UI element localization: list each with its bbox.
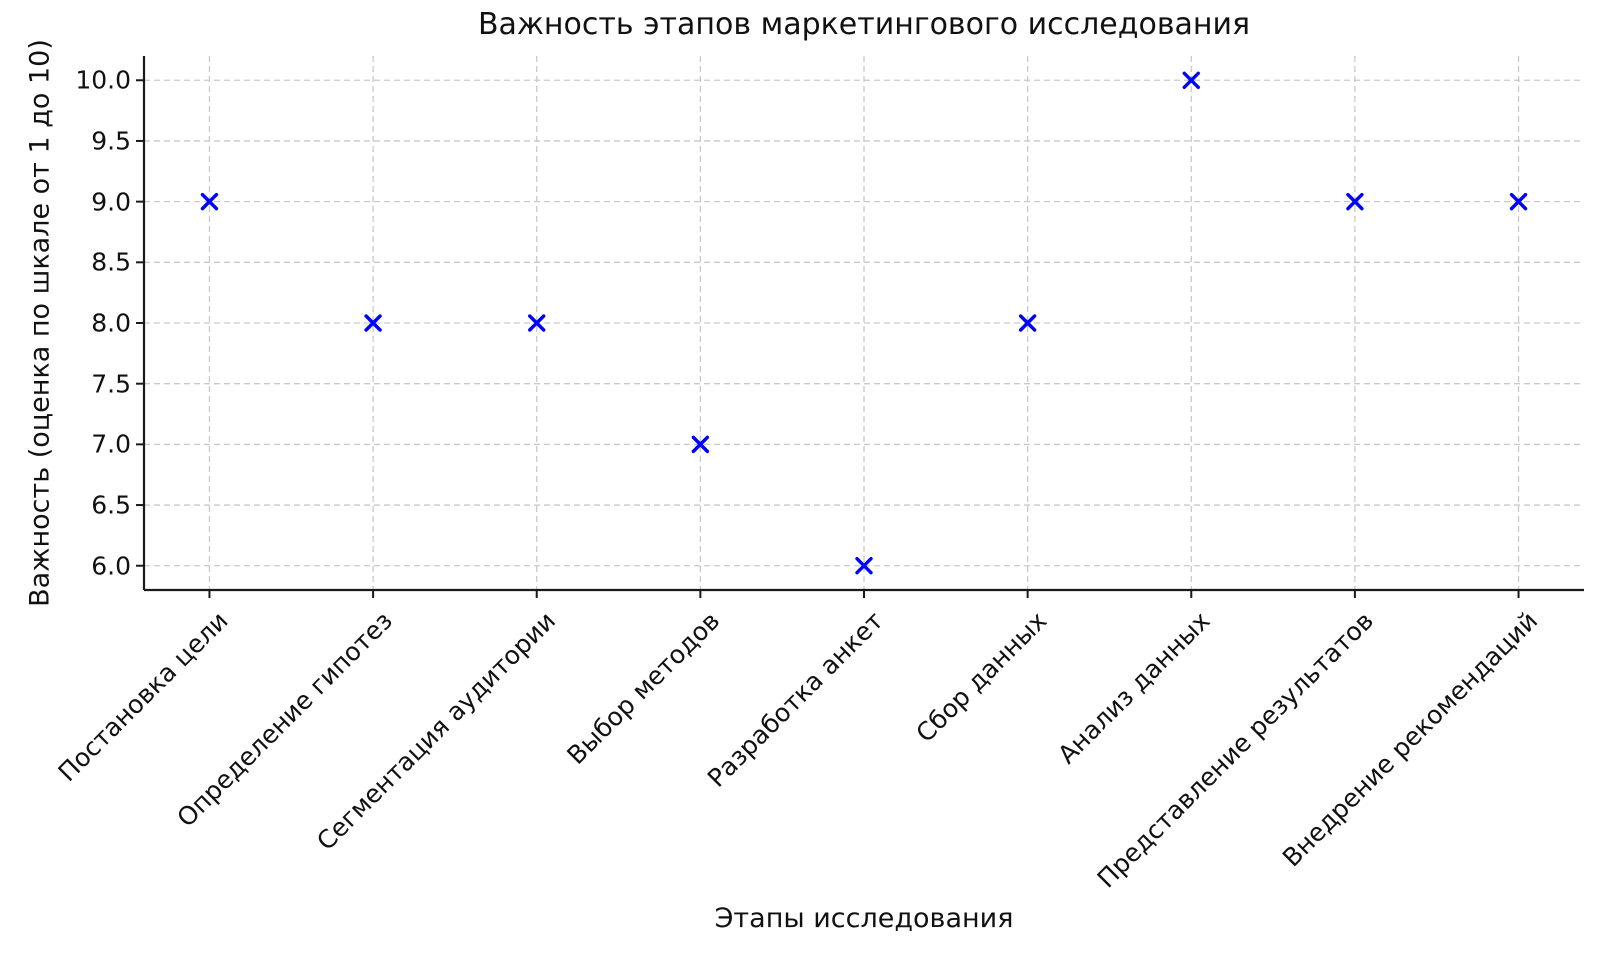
scatter-marker bbox=[364, 314, 382, 332]
chart-title: Важность этапов маркетингового исследова… bbox=[477, 7, 1251, 42]
scatter-marker bbox=[1182, 71, 1200, 89]
y-tick-label: 9.0 bbox=[91, 187, 131, 217]
scatter-marker bbox=[855, 557, 873, 575]
y-tick-label: 7.5 bbox=[91, 369, 131, 399]
y-tick-label: 8.0 bbox=[91, 308, 131, 338]
y-tick-label: 9.5 bbox=[91, 126, 131, 156]
scatter-marker bbox=[1018, 314, 1037, 332]
scatter-marker bbox=[200, 192, 219, 211]
x-axis-label: Этапы исследования bbox=[714, 903, 1014, 934]
scatter-marker bbox=[528, 314, 546, 332]
scatter-marker bbox=[691, 435, 710, 454]
y-tick-label: 6.5 bbox=[91, 490, 131, 520]
scatter-marker bbox=[1346, 192, 1364, 211]
scatter-marker bbox=[1509, 192, 1528, 211]
y-tick-label: 6.0 bbox=[91, 551, 131, 581]
y-tick-label: 10.0 bbox=[75, 65, 131, 95]
y-tick-label: 7.0 bbox=[91, 429, 131, 459]
y-tick-label: 8.5 bbox=[91, 247, 131, 277]
